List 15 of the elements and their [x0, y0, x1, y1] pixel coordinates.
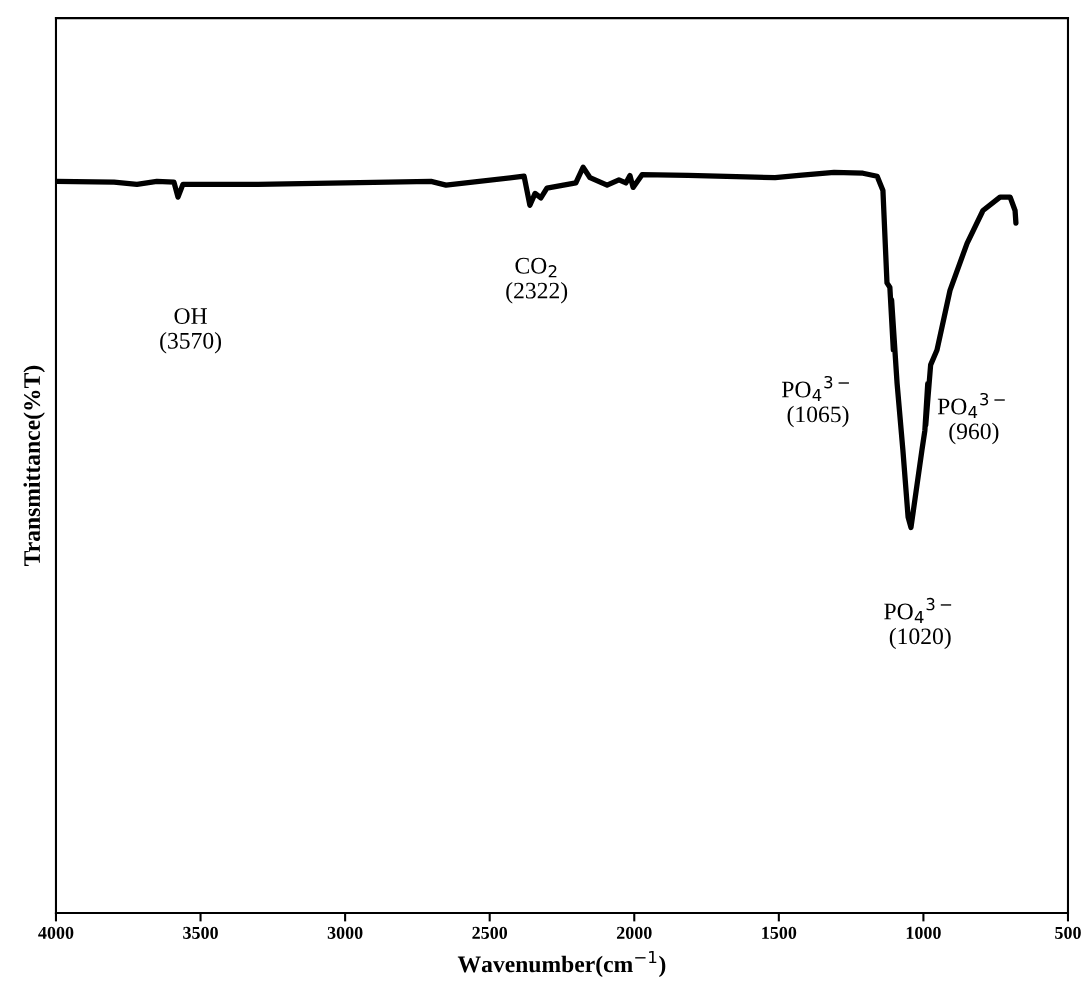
- annotation: PO$_{4}$$^{3−}$ (960): [937, 392, 1005, 445]
- y-axis-title: Transmittance(%T): [23, 365, 45, 566]
- x-axis-title: Wavenumber(cm$^{−1}$): [457, 950, 666, 978]
- x-tick-label: 4000: [38, 926, 74, 939]
- x-tick-label: 3000: [327, 926, 363, 939]
- x-tick-label: 2500: [472, 926, 508, 939]
- x-tick-label: 2000: [616, 926, 652, 939]
- annotation: PO$_{4}$$^{3−}$ (1020): [884, 597, 952, 650]
- x-tick-label: 1000: [906, 926, 941, 939]
- x-tick-label: 1500: [762, 926, 797, 939]
- annotation: PO$_{4}$$^{3−}$ (1065): [781, 375, 849, 428]
- annotation: CO$_{2}$ (2322): [506, 257, 568, 304]
- x-tick-label: 3500: [183, 926, 218, 939]
- x-tick-label: 500: [1055, 926, 1081, 939]
- annotation: OH (3570): [160, 308, 222, 354]
